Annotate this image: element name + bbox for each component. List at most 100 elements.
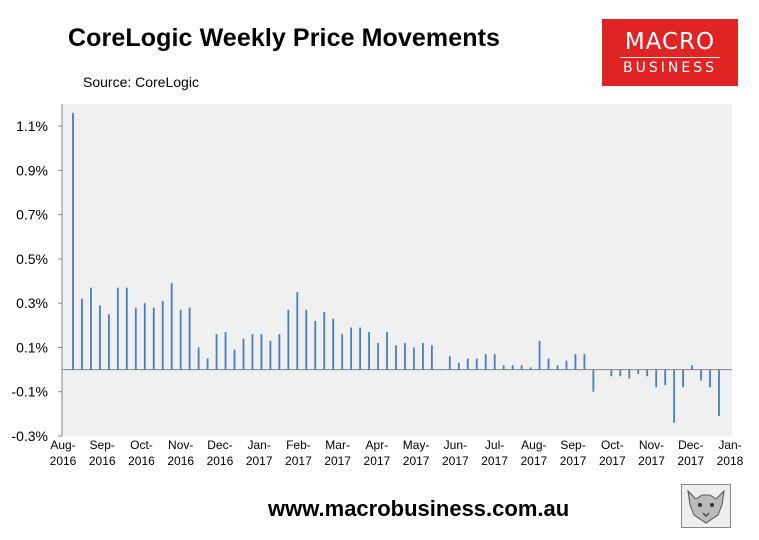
bar — [107, 314, 110, 370]
x-tick-label-month: May- — [403, 438, 430, 452]
bar — [99, 305, 101, 370]
x-tick-label-month: Feb- — [286, 438, 311, 452]
bar — [242, 338, 245, 370]
bar — [430, 345, 433, 370]
logo-line-macro: MACRO — [624, 28, 716, 55]
bar — [332, 318, 335, 370]
bar — [90, 287, 92, 370]
x-tick-label-month: Jan- — [248, 438, 271, 452]
x-tick-label-month: Oct- — [130, 438, 153, 452]
bar — [682, 369, 685, 388]
x-tick-label-month: Sep- — [90, 438, 115, 452]
bar — [350, 327, 353, 370]
x-tick-label-year: 2017 — [599, 454, 626, 468]
bar — [188, 307, 191, 370]
website-url: www.macrobusiness.com.au — [268, 496, 570, 521]
bar — [520, 365, 523, 370]
bar — [691, 365, 693, 370]
bar — [224, 331, 227, 370]
bar — [439, 369, 442, 371]
x-tick-label-month: Jan- — [718, 438, 741, 452]
x-tick-label-year: 2017 — [520, 454, 547, 468]
bar — [601, 369, 604, 371]
x-tick-label-month: Jul- — [485, 438, 504, 452]
bar — [673, 369, 676, 423]
x-tick-label-year: 2017 — [677, 454, 704, 468]
bar — [565, 360, 568, 370]
x-tick-label-month: Apr- — [366, 438, 389, 452]
bar — [359, 327, 362, 370]
y-tick-label: 0.9% — [16, 162, 48, 178]
bar — [610, 369, 613, 377]
bar — [529, 367, 532, 370]
x-tick-label-year: 2016 — [167, 454, 194, 468]
bar — [116, 287, 119, 370]
chart-source: Source: CoreLogic — [83, 74, 199, 90]
x-tick-label-month: Aug- — [50, 438, 75, 452]
x-tick-label-year: 2017 — [324, 454, 351, 468]
bar — [233, 349, 236, 370]
logo-line-business: BUSINESS — [623, 59, 717, 76]
bar — [583, 354, 586, 370]
x-tick-label-year: 2017 — [364, 454, 391, 468]
y-tick-label: 0.3% — [16, 295, 48, 311]
bar — [368, 331, 370, 370]
y-tick-label: 0.1% — [16, 339, 48, 355]
wolf-logo-icon — [681, 484, 731, 528]
bar — [260, 334, 263, 370]
plot-area — [62, 104, 732, 436]
x-tick-label-month: Oct- — [601, 438, 624, 452]
x-tick-label-year: 2017 — [481, 454, 508, 468]
x-tick-label-month: Dec- — [678, 438, 703, 452]
bar — [215, 334, 218, 370]
x-tick-label-year: 2016 — [128, 454, 155, 468]
bar — [664, 369, 667, 386]
bar — [161, 300, 164, 370]
x-tick-label-year: 2016 — [207, 454, 234, 468]
bar — [341, 334, 344, 370]
x-tick-label-year: 2016 — [50, 454, 77, 468]
bar — [377, 343, 379, 370]
bar — [413, 347, 415, 370]
bar — [305, 309, 308, 370]
y-tick-label: -0.1% — [11, 384, 48, 400]
bar — [251, 334, 254, 370]
bar — [152, 307, 155, 370]
x-tick-label-year: 2017 — [285, 454, 312, 468]
bar — [170, 283, 173, 370]
x-tick-label-month: Sep- — [560, 438, 585, 452]
bar — [314, 320, 317, 370]
bar — [278, 334, 281, 370]
bar — [395, 345, 397, 370]
bar — [547, 358, 550, 370]
bar — [619, 369, 622, 377]
bar — [556, 365, 559, 370]
x-tick-label-year: 2018 — [717, 454, 744, 468]
bar — [143, 303, 146, 370]
bar — [700, 369, 702, 381]
bar — [448, 356, 451, 370]
bar — [296, 292, 299, 370]
x-tick-label-year: 2016 — [89, 454, 116, 468]
x-tick-label-month: Aug- — [521, 438, 546, 452]
bar — [287, 309, 290, 370]
chart-title: CoreLogic Weekly Price Movements — [68, 24, 501, 52]
bar — [592, 369, 595, 392]
x-tick-label-month: Nov- — [639, 438, 664, 452]
bar — [72, 112, 74, 370]
x-tick-label-year: 2017 — [442, 454, 469, 468]
x-tick-label-month: Dec- — [207, 438, 232, 452]
bar — [538, 340, 541, 370]
x-tick-label-year: 2017 — [638, 454, 665, 468]
bar — [709, 369, 711, 388]
bar — [404, 343, 406, 370]
x-tick-label-month: Nov- — [168, 438, 193, 452]
bar — [628, 369, 631, 379]
bar — [637, 369, 640, 375]
bar — [457, 362, 460, 370]
bar — [484, 354, 487, 370]
bar — [422, 343, 424, 370]
x-tick-label-year: 2017 — [246, 454, 273, 468]
x-tick-label-month: Mar- — [325, 438, 350, 452]
